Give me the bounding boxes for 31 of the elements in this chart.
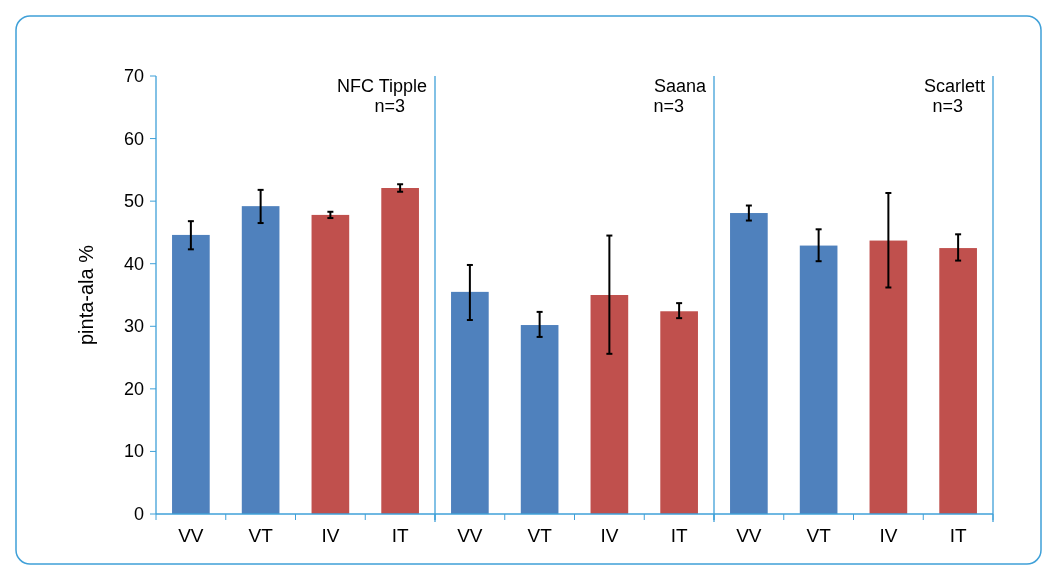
text: n=3 xyxy=(932,96,963,116)
x-tick-label: IV xyxy=(321,525,340,546)
y-tick-label: 70 xyxy=(123,66,144,86)
x-tick-label: IV xyxy=(879,525,898,546)
bar xyxy=(730,213,768,514)
x-tick-label: IV xyxy=(600,525,619,546)
y-tick-label: 30 xyxy=(123,316,144,337)
x-tick-label: IT xyxy=(391,525,409,546)
y-tick-label: 20 xyxy=(123,378,144,399)
y-tick-label: 50 xyxy=(123,191,144,212)
x-tick-label: VT xyxy=(527,525,553,546)
x-tick-label: VT xyxy=(248,525,274,546)
x-tick-label: IT xyxy=(949,525,967,546)
bar xyxy=(799,245,838,514)
text: n=3 xyxy=(374,96,405,116)
y-axis-title: pinta-ala % xyxy=(75,244,97,346)
y-tick-label: 10 xyxy=(123,441,144,462)
text: n=3 xyxy=(653,96,684,116)
chart-title: Scarlett xyxy=(923,76,985,96)
x-tick-label: VT xyxy=(806,525,832,546)
x-tick-label: VV xyxy=(457,525,483,546)
x-tick-label: IT xyxy=(670,525,688,546)
chart-title: Saana xyxy=(653,76,707,96)
x-tick-label: VV xyxy=(736,525,762,546)
bar xyxy=(939,248,977,514)
y-tick-label: 0 xyxy=(133,504,144,524)
chart-title: NFC Tipple xyxy=(336,76,427,96)
y-tick-label: 60 xyxy=(123,128,144,149)
bar xyxy=(869,240,908,514)
y-tick-label: 40 xyxy=(123,253,144,274)
x-tick-label: VV xyxy=(178,525,204,546)
